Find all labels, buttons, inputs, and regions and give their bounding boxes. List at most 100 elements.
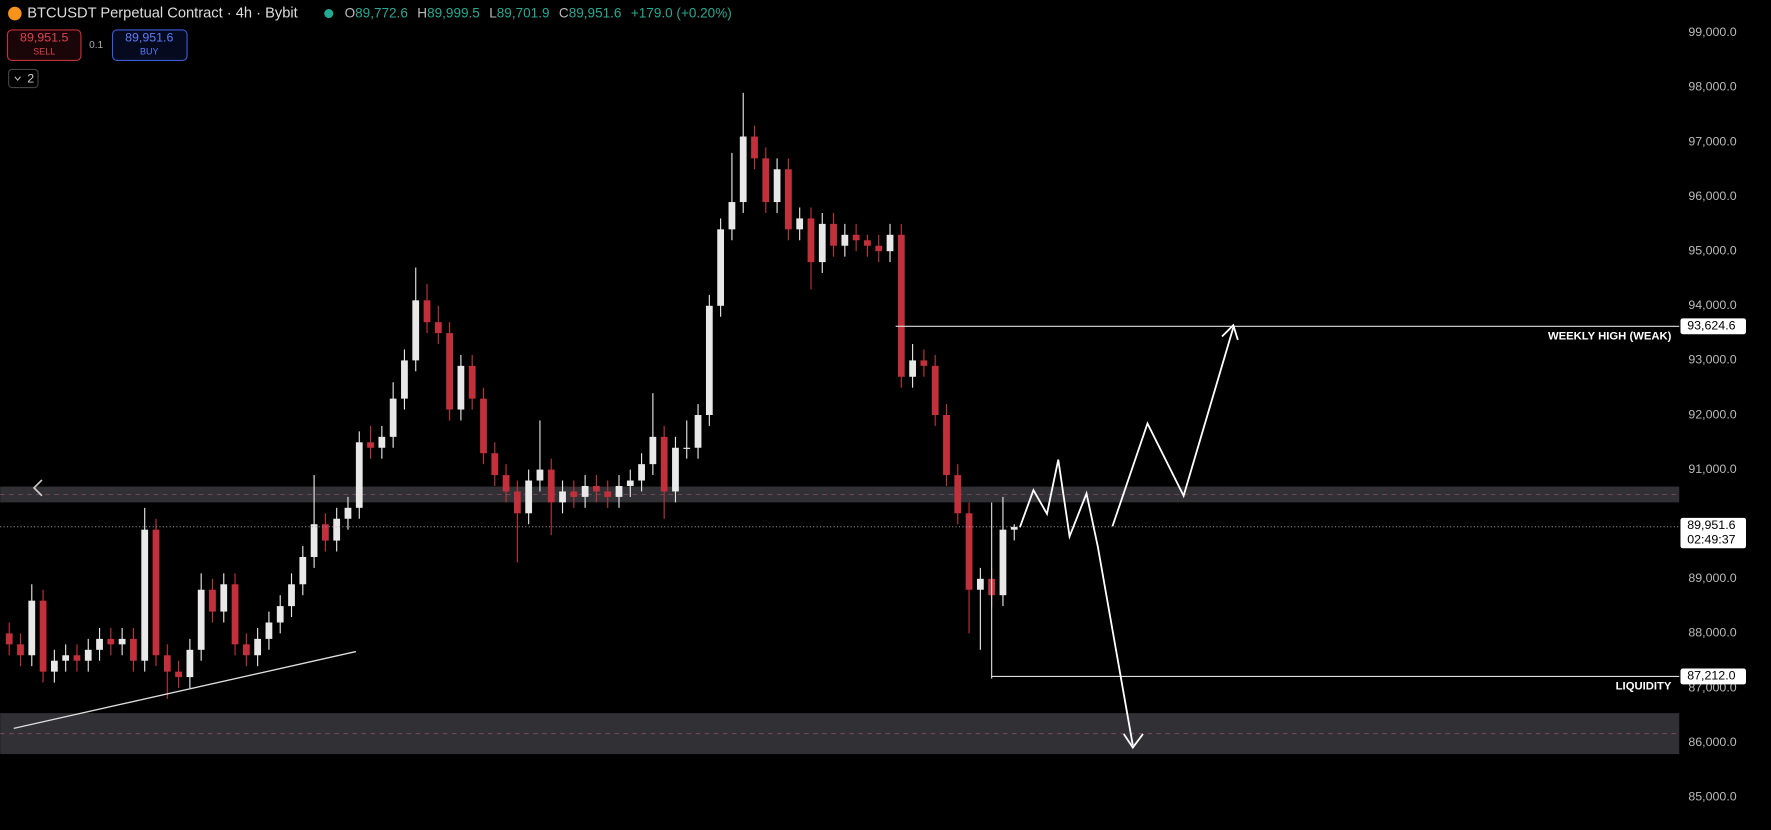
candle-body [513,491,521,514]
candle-body [276,606,284,623]
candle-body [310,524,318,557]
arrow-head [1221,323,1239,341]
candle-body [830,223,837,246]
candle-body [931,365,939,415]
candle-body [999,529,1007,596]
candle-body [976,578,984,590]
y-tick-label: 89,000.0 [1688,571,1736,585]
chevron [14,76,21,82]
ohlc-value: 89,999.5 [427,5,480,20]
y-tick-label: 93,000.0 [1688,353,1736,367]
y-tick-label: 95,000.0 [1688,243,1736,257]
candle-body [265,622,273,639]
level-name: WEEKLY HIGH (WEAK) [1548,330,1672,342]
candle-body [672,447,679,492]
ohlc-value: 89,951.6 [569,5,622,20]
candle-body [367,442,374,448]
ohlc-key: O [345,5,356,20]
candle-body [17,644,24,656]
candle-body [593,485,600,492]
candle-body [897,234,905,377]
candle-body [457,365,465,410]
y-tick-label: 85,000.0 [1688,790,1736,804]
quantity[interactable]: 0.1 [89,40,103,51]
candle-body [355,442,363,508]
candle-body [254,638,262,656]
trend-line [13,650,357,730]
candle-body [73,655,81,661]
candle-body [50,660,58,672]
candle-body [96,638,103,650]
price-tag-label: 87,212.0 [1687,669,1735,683]
y-tick-label: 98,000.0 [1688,80,1736,94]
candle-body [299,556,307,585]
candle-body [559,491,566,503]
candle-body [130,638,137,661]
candle-body [502,475,510,492]
price-tag [1680,318,1746,335]
candle-body [468,365,476,399]
candle-body [242,644,250,656]
status-dot [324,9,334,19]
y-tick-label: 92,000.0 [1688,407,1736,421]
candle-body [446,333,453,410]
level-name: LIQUIDITY [1616,681,1672,693]
indicator-toggle[interactable] [8,68,39,89]
candle-body [220,584,228,612]
candle-body [197,589,205,650]
candle-body [638,464,645,481]
candle-body [886,234,894,252]
candle-body [818,223,826,263]
buy-price: 89,951.6 [125,31,173,45]
candle-body [943,415,950,476]
candle-body [581,485,589,497]
candle-body [683,447,691,449]
zone [0,713,1680,755]
candle-body [175,671,182,678]
candle-body [875,245,883,252]
y-tick-label: 86,000.0 [1688,735,1736,749]
candle-body [5,633,13,645]
projection-down [1019,459,1134,746]
last-price-label: 89,951.6 [1687,518,1735,532]
scroll-left[interactable] [32,479,43,497]
candle-body [909,360,916,377]
buy-button[interactable] [111,29,188,61]
arrow-head [1123,733,1144,750]
y-tick-label: 91,000.0 [1688,462,1736,476]
candle-body [773,169,781,203]
candle-body [796,218,804,230]
candle-body [717,229,725,306]
indicator-count: 2 [27,71,34,85]
ohlc-value: 89,772.6 [355,5,408,20]
candle-body [333,518,341,541]
candle-body [152,529,160,656]
candle-body [649,436,657,465]
candle-body [480,398,487,454]
candle-body [852,234,860,241]
projection-up [1111,327,1235,527]
price-axis [1679,0,1771,830]
ohlc-key: C [559,5,569,20]
price-tag [1680,668,1746,685]
sell-label: SELL [33,46,55,56]
price-tag-label: 93,624.6 [1687,319,1735,333]
candle-body [626,480,634,486]
candle-body [288,584,295,607]
candle-body [118,638,126,645]
candle-body [841,234,849,246]
sell-button[interactable] [6,29,82,61]
candle-body [965,513,973,590]
candle-body [739,136,747,203]
candle-body [141,529,149,661]
change: +179.0 (+0.20%) [631,5,732,20]
candle-body [920,360,928,366]
y-tick-label: 88,000.0 [1688,626,1736,640]
candle-body [62,655,70,661]
candle-body [209,589,216,612]
candle-body [401,360,408,399]
candle-body [525,480,533,514]
candle-body [762,158,770,203]
